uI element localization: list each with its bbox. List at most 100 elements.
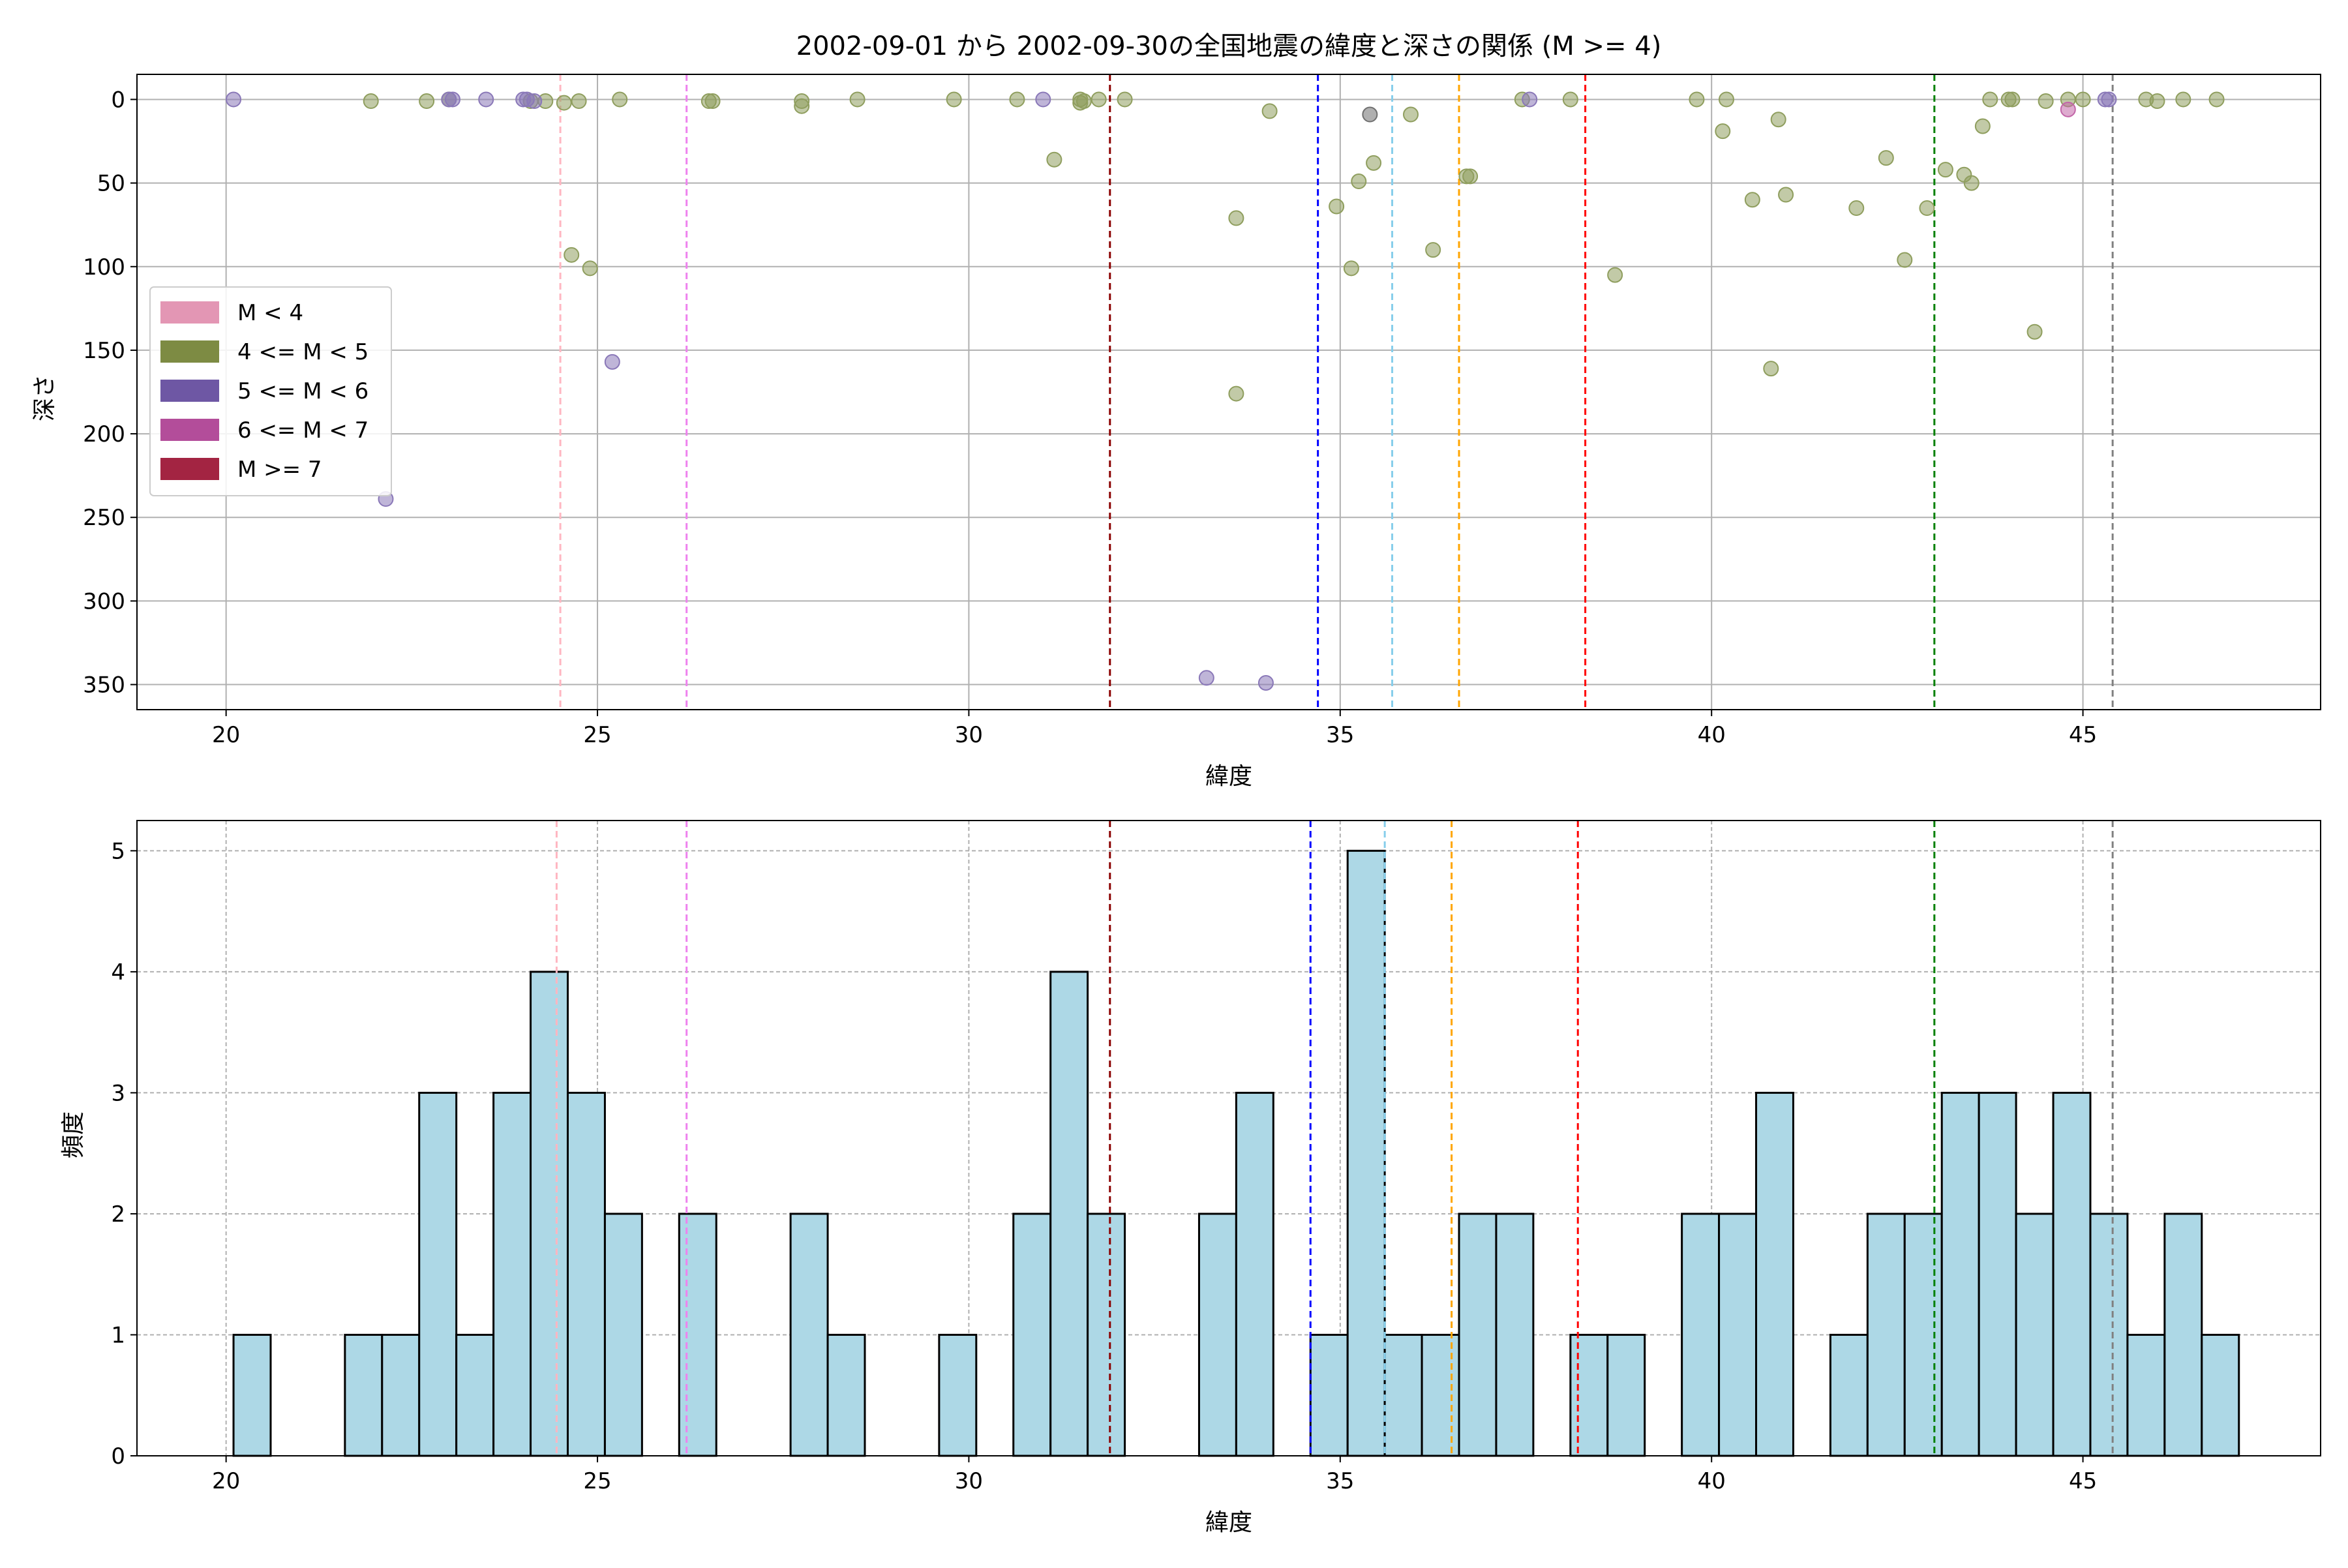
legend-swatch — [160, 380, 219, 402]
histogram-bar — [1718, 1213, 1758, 1457]
scatter-x-tick-label: 25 — [583, 722, 611, 748]
legend: M < 4 4 <= M < 5 5 <= M < 6 6 <= M < 7 M >= … — [149, 286, 392, 496]
scatter-x-tick-label: 45 — [2069, 722, 2097, 748]
histogram-bar — [2201, 1333, 2240, 1457]
scatter-point — [1076, 93, 1092, 110]
scatter-point — [2060, 101, 2076, 117]
histogram-bar — [2089, 1213, 2129, 1457]
histogram-y-tick-label: 3 — [111, 1080, 125, 1106]
histogram-bar — [1829, 1333, 1869, 1457]
histogram-x-tick-label: 45 — [2069, 1468, 2097, 1494]
scatter-point — [1715, 123, 1731, 140]
scatter-point — [704, 93, 721, 110]
legend-label: 5 <= M < 6 — [237, 378, 369, 404]
histogram-bar — [678, 1213, 717, 1457]
scatter-point — [1974, 118, 1991, 134]
scatter-chart: 2002-09-01 から 2002-09-30の全国地震の緯度と深さの関係 (… — [31, 31, 2321, 790]
scatter-point — [946, 91, 962, 108]
histogram-bar — [1606, 1333, 1646, 1457]
scatter-point — [604, 354, 620, 370]
legend-swatch — [160, 458, 219, 480]
histogram-y-tick-label: 0 — [111, 1443, 125, 1470]
scatter-point — [1228, 210, 1244, 226]
scatter-point — [2101, 91, 2117, 108]
histogram-y-tick-label: 4 — [111, 959, 125, 986]
legend-swatch — [160, 340, 219, 363]
legend-swatch — [160, 301, 219, 324]
histogram-bar — [1309, 1333, 1349, 1457]
scatter-point — [1982, 91, 1998, 108]
histogram-reference-lines — [555, 821, 2114, 1456]
histogram-bar — [530, 971, 569, 1457]
scatter-point — [571, 93, 587, 110]
histogram-x-axis-label: 緯度 — [1205, 1509, 1252, 1536]
scatter-point — [1763, 361, 1779, 377]
scatter-point — [794, 98, 810, 114]
scatter-point — [556, 95, 572, 111]
scatter-x-tick-label: 30 — [955, 722, 983, 748]
scatter-point — [444, 91, 460, 108]
histogram-bar — [1569, 1333, 1609, 1457]
scatter-y-tick-label: 300 — [83, 588, 125, 614]
histogram-bar — [1346, 849, 1386, 1457]
scatter-point — [1458, 168, 1475, 185]
histogram-bar — [1383, 1333, 1423, 1457]
scatter-point — [564, 247, 580, 263]
scatter-point — [1848, 200, 1865, 217]
scatter-point — [1035, 91, 1051, 108]
scatter-x-ticks: 20 25 30 35 40 45 — [212, 710, 2097, 748]
scatter-point — [1403, 106, 1419, 123]
histogram-bar — [1197, 1213, 1237, 1457]
scatter-point — [1878, 150, 1894, 166]
histogram-x-tick-label: 20 — [212, 1468, 240, 1494]
scatter-axes-frame — [136, 74, 2321, 710]
scatter-y-ticks: 0 50 100 150 200 250 300 350 — [83, 87, 137, 699]
legend-label: M < 4 — [237, 300, 303, 326]
scatter-point — [2038, 93, 2054, 110]
histogram-bar — [1681, 1213, 1721, 1457]
scatter-x-tick-label: 20 — [212, 722, 240, 748]
legend-swatch — [160, 419, 219, 441]
scatter-point — [1198, 670, 1214, 686]
scatter-point — [1919, 200, 1935, 217]
histogram-x-tick-label: 35 — [1326, 1468, 1354, 1494]
scatter-point — [2208, 91, 2225, 108]
scatter-point — [1046, 151, 1062, 168]
scatter-y-tick-label: 350 — [83, 672, 125, 699]
histogram-bar — [418, 1091, 458, 1457]
histogram-y-tick-label: 2 — [111, 1201, 125, 1228]
scatter-point — [1366, 155, 1382, 171]
legend-label: 6 <= M < 7 — [237, 417, 369, 444]
scatter-point — [1329, 198, 1345, 215]
scatter-point — [849, 91, 865, 108]
scatter-point — [582, 260, 598, 277]
histogram-bar — [232, 1333, 272, 1457]
histogram-bar — [1940, 1091, 1980, 1457]
scatter-point — [2175, 91, 2191, 108]
histogram-bar — [1755, 1091, 1794, 1457]
histogram-bar — [826, 1333, 866, 1457]
scatter-y-tick-label: 50 — [97, 171, 125, 197]
scatter-point — [1228, 385, 1244, 402]
scatter-point — [2149, 93, 2165, 110]
legend-label: 4 <= M < 5 — [237, 339, 369, 365]
scatter-point — [1744, 192, 1760, 208]
scatter-point — [2004, 91, 2021, 108]
histogram-bar — [2163, 1213, 2203, 1457]
scatter-y-tick-label: 150 — [83, 338, 125, 364]
scatter-point — [1117, 91, 1133, 108]
histogram-bar — [1049, 971, 1089, 1457]
histogram-y-ticks: 0 1 2 3 4 5 — [111, 838, 137, 1470]
histogram-x-ticks: 20 25 30 35 40 45 — [212, 1456, 2097, 1494]
scatter-grid — [137, 74, 2321, 710]
histogram-bar — [381, 1333, 421, 1457]
histogram-bar — [1458, 1213, 1498, 1457]
scatter-x-tick-label: 35 — [1326, 722, 1354, 748]
scatter-point — [526, 93, 543, 110]
scatter-point — [1897, 252, 1913, 268]
scatter-x-axis-label: 緯度 — [1205, 763, 1252, 790]
histogram-x-tick-label: 30 — [955, 1468, 983, 1494]
histogram-bar — [344, 1333, 384, 1457]
